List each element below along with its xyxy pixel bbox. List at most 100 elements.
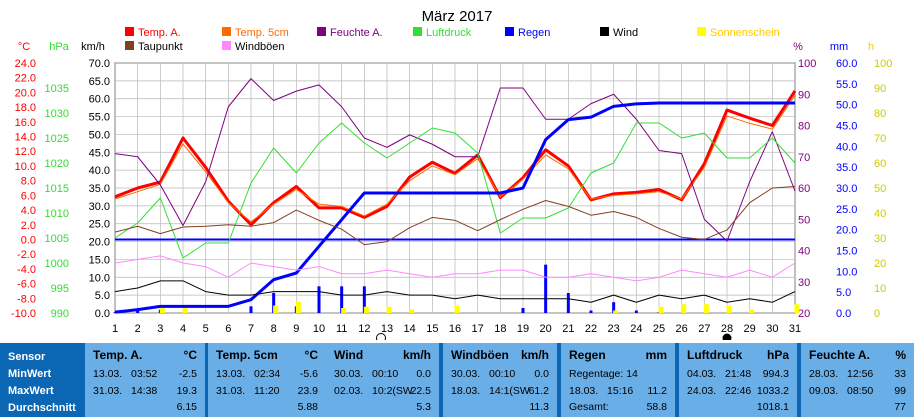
stats-max-value: 23.9: [297, 385, 318, 397]
x-tick-label: 20: [540, 323, 552, 335]
label-min: MinWert: [8, 368, 52, 380]
tick-label-hum: 40: [798, 246, 810, 258]
legend-label-7: Taupunkt: [138, 41, 183, 53]
series-line-luftdruck: [114, 122, 796, 259]
tick-label-sun: 40: [874, 208, 886, 220]
axis-unit-hum: %: [793, 41, 803, 53]
tick-label-temp: 16.0: [15, 117, 36, 129]
bar-rain-10: [317, 286, 321, 313]
stats-min-time: 00:10: [489, 368, 516, 380]
x-tick-label: 2: [135, 323, 141, 335]
stats-row-avg: 5.88: [216, 401, 320, 415]
tick-label-wind: 20.0: [89, 237, 110, 249]
bar-sun-12: [363, 306, 369, 313]
stats-row-avg: 11.3: [451, 401, 551, 415]
legend-swatch-0: [125, 27, 134, 36]
tick-label-sun: 70: [874, 133, 886, 145]
x-tick-label: 27: [698, 323, 710, 335]
stats-row-avg: 6.15: [93, 401, 199, 415]
tick-label-press: 1035: [45, 83, 69, 95]
tick-label-temp: 4.0: [21, 205, 36, 217]
stats-title: Feuchte A.: [809, 348, 870, 362]
stats-max-value: 61.2: [528, 385, 549, 397]
stats-max-date: 18.03.: [569, 385, 599, 397]
stats-unit: °C: [304, 348, 318, 362]
bar-sun-4: [182, 305, 188, 313]
tick-label-press: 1010: [45, 208, 69, 220]
stats-row-min: 04.03. 21:48 994.3: [687, 368, 791, 382]
tick-label-wind: 55.0: [89, 112, 110, 124]
x-tick-label: 16: [449, 323, 461, 335]
stats-max-time: 22:46: [725, 385, 752, 397]
x-tick-label: 24: [630, 323, 642, 335]
tick-label-press: 990: [51, 308, 69, 320]
axis-unit-sun: h: [868, 41, 874, 53]
tick-label-temp: -4.0: [17, 264, 36, 276]
bar-sun-16: [454, 305, 460, 313]
bar-rain-11: [340, 286, 344, 313]
x-tick-label: 30: [766, 323, 778, 335]
tick-label-press: 1000: [45, 258, 69, 270]
axis-unit-press: hPa: [49, 41, 69, 53]
stats-max-time: 14:38: [131, 385, 158, 397]
tick-label-temp: 14.0: [15, 132, 36, 144]
stats-header: Temp. A. °C: [93, 348, 199, 364]
tick-label-rain: 50.0: [836, 100, 857, 112]
tick-label-temp: -2.0: [17, 249, 36, 261]
tick-label-wind: 45.0: [89, 147, 110, 159]
stats-row-max: 18.03. 14:1(SW 61.2: [451, 385, 551, 399]
stats-avg-value: 58.8: [646, 401, 667, 413]
x-tick-label: 31: [789, 323, 801, 335]
label-max: MaxWert: [8, 385, 54, 397]
x-tick-label: 7: [248, 323, 254, 335]
legend-label-0: Temp. A.: [138, 27, 181, 39]
bar-sun-14: [409, 309, 415, 313]
x-tick-label: 25: [653, 323, 665, 335]
stats-min-time: 03:52: [131, 368, 158, 380]
tick-label-press: 1030: [45, 108, 69, 120]
x-tick-label: 28: [721, 323, 733, 335]
stats-min-date: 30.03.: [451, 368, 481, 380]
tick-label-wind: 70.0: [89, 58, 110, 70]
x-tick-label: 3: [157, 323, 163, 335]
stats-row-avg: Gesamt: 58.8: [569, 401, 669, 415]
x-tick-label: 1: [112, 323, 118, 335]
tick-label-sun: 20: [874, 258, 886, 270]
tick-label-rain: 5.0: [836, 287, 851, 299]
stats-row-max: 31.03. 11:20 23.9: [216, 385, 320, 399]
stats-min-date: 04.03.: [687, 368, 717, 380]
tick-label-sun: 0: [874, 308, 880, 320]
tick-label-temp: 18.0: [15, 102, 36, 114]
stats-avg-value: 1018.1: [756, 401, 789, 413]
x-tick-label: 11: [336, 323, 347, 335]
stats-panel-5: Luftdruck hPa 04.03. 21:48 994.3 24.03. 22:46 1…: [679, 343, 797, 417]
stats-row-min: 13.03. 03:52 -2.5: [93, 368, 199, 382]
bar-rain-24: [634, 310, 638, 313]
tick-label-rain: 15.0: [836, 246, 857, 258]
tick-label-temp: 6.0: [21, 190, 36, 202]
x-tick-label: 10: [313, 323, 325, 335]
stats-avg-value: 6.15: [176, 401, 197, 413]
bar-sun-31: [794, 304, 800, 313]
new-moon-icon: [722, 333, 732, 340]
bar-sun-25: [658, 306, 664, 313]
tick-label-wind: 10.0: [89, 272, 110, 284]
stats-unit: hPa: [766, 348, 789, 362]
stats-min-time: 21:48: [725, 368, 752, 380]
bar-sun-27: [703, 304, 709, 313]
stats-max-value: 99: [894, 385, 906, 397]
stats-max-time: 10:2(SW: [372, 385, 413, 397]
x-tick-label: 13: [381, 323, 393, 335]
series-line-temp-5cm: [114, 95, 796, 223]
tick-label-wind: 35.0: [89, 183, 110, 195]
stats-max-value: 1033.2: [756, 385, 789, 397]
x-tick-label: 26: [676, 323, 688, 335]
stats-min-date: 13.03.: [93, 368, 123, 380]
stats-min-value: 0.0: [534, 368, 549, 380]
legend-label-4: Regen: [518, 27, 550, 39]
stats-header: Wind km/h: [334, 348, 433, 364]
tick-label-temp: 10.0: [15, 161, 36, 173]
tick-label-hum: 100: [798, 58, 816, 70]
weather-chart: März 2017 Temp. A. Temp. 5cm Feuchte A. Luft…: [11, 8, 892, 340]
stats-panel-3: Windböen km/h 30.03. 00:10 0.0 18.03. 14:1(SW 6…: [443, 343, 557, 417]
